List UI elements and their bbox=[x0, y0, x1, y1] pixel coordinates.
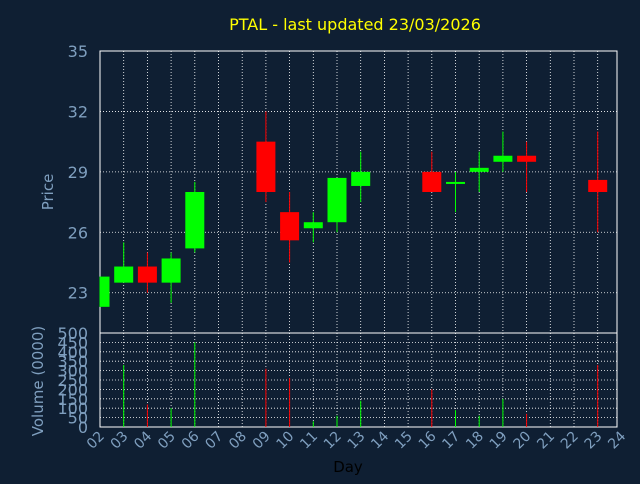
volume-tick-label: 350 bbox=[57, 352, 88, 371]
x-tick-label: 23 bbox=[582, 429, 606, 453]
x-tick-label: 03 bbox=[108, 429, 132, 453]
volume-tick-label: 150 bbox=[57, 390, 88, 409]
price-tick-label: 32 bbox=[68, 102, 88, 121]
price-tick-label: 29 bbox=[68, 163, 88, 182]
chart-title: PTAL - last updated 23/03/2026 bbox=[229, 15, 481, 34]
x-tick-label: 07 bbox=[202, 429, 226, 453]
x-tick-label: 21 bbox=[534, 429, 558, 453]
candle-body-03 bbox=[114, 266, 134, 283]
price-tick-label: 35 bbox=[68, 42, 88, 61]
volume-tick-label: 300 bbox=[57, 362, 88, 381]
price-tick-label: 26 bbox=[68, 223, 88, 242]
x-tick-label: 10 bbox=[274, 429, 298, 453]
candle-body-10 bbox=[280, 212, 300, 241]
candle-body-09 bbox=[256, 141, 276, 192]
candle-body-04 bbox=[137, 266, 157, 283]
price-plot-frame bbox=[99, 50, 618, 334]
candle-body-11 bbox=[303, 222, 323, 229]
candle-body-17 bbox=[446, 181, 465, 184]
volume-tick-label: 0 bbox=[78, 418, 88, 437]
x-tick-label: 08 bbox=[226, 429, 250, 453]
volume-tick-label: 400 bbox=[57, 343, 88, 362]
x-tick-label: 13 bbox=[345, 429, 369, 453]
candle-body-12 bbox=[327, 177, 347, 223]
x-axis-label: Day bbox=[333, 458, 363, 476]
candle-body-18 bbox=[469, 167, 489, 172]
x-tick-label: 19 bbox=[487, 429, 511, 453]
volume-tick-label: 250 bbox=[57, 371, 88, 390]
x-tick-label: 18 bbox=[463, 429, 487, 453]
volume-axis-label: Volume (0000) bbox=[29, 326, 47, 436]
x-tick-label: 24 bbox=[605, 428, 629, 452]
x-tick-label: 04 bbox=[131, 428, 155, 452]
x-tick-label: 20 bbox=[511, 429, 535, 453]
candle-body-23 bbox=[588, 179, 608, 192]
x-tick-label: 15 bbox=[392, 429, 416, 453]
price-axis-label: Price bbox=[39, 174, 57, 211]
price-panel: 23 26 29 32 35 bbox=[68, 42, 618, 334]
x-tick-label: 11 bbox=[297, 429, 321, 453]
volume-tick-label: 50 bbox=[68, 409, 88, 428]
x-tick-label: 16 bbox=[416, 428, 440, 452]
volume-tick-label: 100 bbox=[57, 399, 88, 418]
volume-tick-label: 200 bbox=[57, 380, 88, 399]
x-tick-label: 06 bbox=[179, 428, 203, 452]
x-tick-label: 22 bbox=[558, 429, 582, 453]
volume-tick-label: 450 bbox=[57, 333, 88, 352]
x-tick-label: 05 bbox=[155, 429, 179, 453]
candle-body-13 bbox=[351, 171, 371, 186]
candle-body-02 bbox=[100, 276, 110, 307]
x-axis: 02 03 04 05 06 07 08 09 10 11 12 13 14 15 16 17 18 19 20 21… bbox=[84, 428, 629, 452]
candle-body-20 bbox=[517, 155, 537, 162]
x-tick-label: 09 bbox=[250, 429, 274, 453]
candle-body-05 bbox=[161, 258, 181, 283]
candle-body-06 bbox=[185, 192, 205, 249]
volume-tick-label: 500 bbox=[57, 324, 88, 343]
x-tick-label: 14 bbox=[368, 428, 392, 452]
candle-body-19 bbox=[493, 155, 513, 162]
x-tick-label: 12 bbox=[321, 429, 345, 453]
x-tick-label: 17 bbox=[439, 429, 463, 453]
candle-body-16 bbox=[422, 171, 442, 192]
price-tick-label: 23 bbox=[68, 284, 88, 303]
